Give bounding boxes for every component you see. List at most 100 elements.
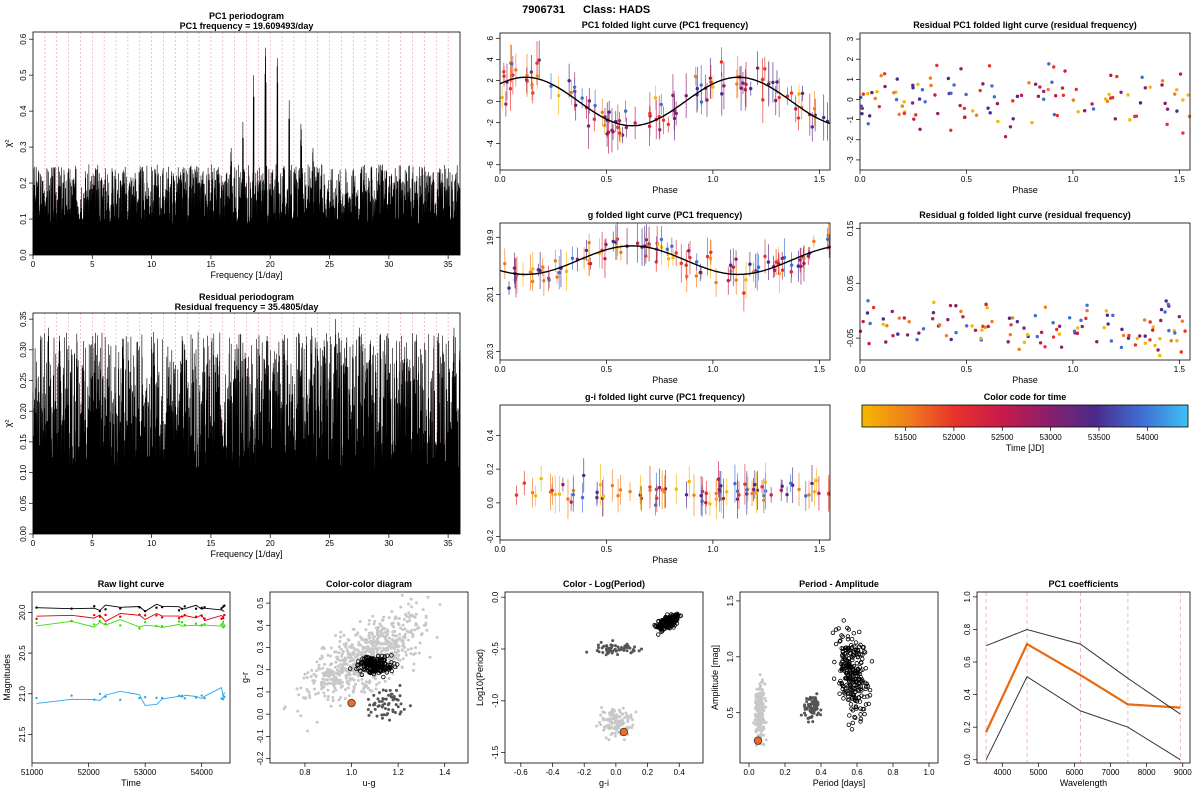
population-point <box>409 631 413 635</box>
population-point <box>315 720 319 724</box>
data-point <box>160 625 164 628</box>
data-point <box>70 607 73 610</box>
plot-frame <box>859 32 1191 171</box>
population-point <box>380 649 384 653</box>
population-point <box>381 688 385 692</box>
population-point <box>383 679 387 683</box>
data-point <box>1076 326 1080 330</box>
population-point <box>366 707 370 711</box>
data-point <box>902 111 906 116</box>
population-point <box>424 623 428 627</box>
population-point <box>846 627 851 632</box>
population-point <box>859 688 864 693</box>
data-point <box>1153 343 1157 348</box>
population-point <box>306 729 310 733</box>
population-point <box>761 725 765 729</box>
population-point <box>359 672 365 677</box>
population-point <box>401 639 405 643</box>
population-point <box>758 721 762 725</box>
data-point <box>719 60 724 64</box>
data-point <box>1027 81 1031 85</box>
population-point <box>833 627 839 632</box>
data-point <box>907 320 911 324</box>
population-point <box>848 689 853 695</box>
population-point <box>338 640 342 644</box>
population-point <box>813 696 817 700</box>
data-point <box>1046 87 1050 92</box>
population-point <box>595 649 599 653</box>
population-point <box>757 693 761 697</box>
data-point <box>917 331 921 335</box>
y-tick-label: -0.2 <box>486 529 495 543</box>
data-point <box>666 122 671 127</box>
data-point <box>1134 114 1139 118</box>
y-tick-label: 0.15 <box>19 434 28 450</box>
data-point <box>814 478 819 483</box>
population-point <box>850 720 856 726</box>
y-tick-label: 1.0 <box>963 591 972 603</box>
population-point <box>385 633 389 637</box>
population-point <box>340 652 344 656</box>
y-tick-label: 0.1 <box>19 213 28 225</box>
x-tick-label: 35 <box>444 260 453 269</box>
data-point <box>929 83 933 88</box>
data-point <box>659 237 664 242</box>
data-point <box>1007 316 1012 320</box>
population-point <box>808 697 812 701</box>
population-point <box>309 675 313 679</box>
data-point <box>946 76 951 81</box>
y-tick-label: -0.2 <box>256 751 265 765</box>
population-point <box>323 662 327 666</box>
population-point <box>362 687 366 691</box>
population-point <box>370 663 376 669</box>
population-point <box>343 656 347 660</box>
data-point <box>797 92 801 96</box>
pc1-folded-light-curve-panel: PC1 folded light curve (PC1 frequency) 0.… <box>486 20 831 195</box>
data-point <box>564 269 569 274</box>
population-point <box>321 671 325 675</box>
data-point <box>756 265 761 269</box>
data-point <box>587 240 591 245</box>
period-amplitude-panel: Period - Amplitude 0.0 0.2 0.4 0.6 0.8 1.0 0.5 1… <box>710 579 939 788</box>
data-point <box>952 83 956 87</box>
population-point <box>334 660 338 664</box>
population-point <box>858 719 863 724</box>
y-tick-label: 0.0 <box>256 708 265 720</box>
population-point <box>756 717 760 721</box>
y-tick-label: -1.0 <box>491 693 500 707</box>
data-point <box>866 91 870 96</box>
population-point <box>400 666 404 670</box>
data-point <box>1140 75 1144 80</box>
population-point <box>350 677 354 681</box>
population-point <box>387 636 391 640</box>
data-point <box>754 491 759 495</box>
data-point <box>507 286 511 290</box>
y-tick-label: 0.4 <box>19 105 28 117</box>
data-point <box>1059 345 1064 349</box>
population-point <box>372 652 376 656</box>
population-point <box>426 595 430 599</box>
data-point <box>1015 319 1020 324</box>
x-tick-label: -0.4 <box>546 768 560 777</box>
x-tick-label: 0.5 <box>601 545 613 554</box>
data-point <box>1111 313 1115 318</box>
population-point <box>376 697 380 701</box>
data-point <box>619 250 623 255</box>
population-point <box>380 716 384 720</box>
data-point <box>745 488 749 492</box>
population-point <box>379 657 385 662</box>
data-point <box>540 265 545 269</box>
data-point <box>1061 93 1066 97</box>
population-point <box>756 733 760 737</box>
population-point <box>619 647 623 651</box>
population-point <box>846 694 851 699</box>
population-point <box>398 632 402 636</box>
y-tick-label: -1.5 <box>491 745 500 759</box>
data-point <box>104 613 107 617</box>
y-tick-label: 20.5 <box>18 645 27 661</box>
data-point <box>93 613 96 617</box>
population-point <box>332 681 336 685</box>
y-tick-label: 0.4 <box>256 619 265 631</box>
data-point <box>1173 331 1177 335</box>
population-point <box>610 731 614 735</box>
